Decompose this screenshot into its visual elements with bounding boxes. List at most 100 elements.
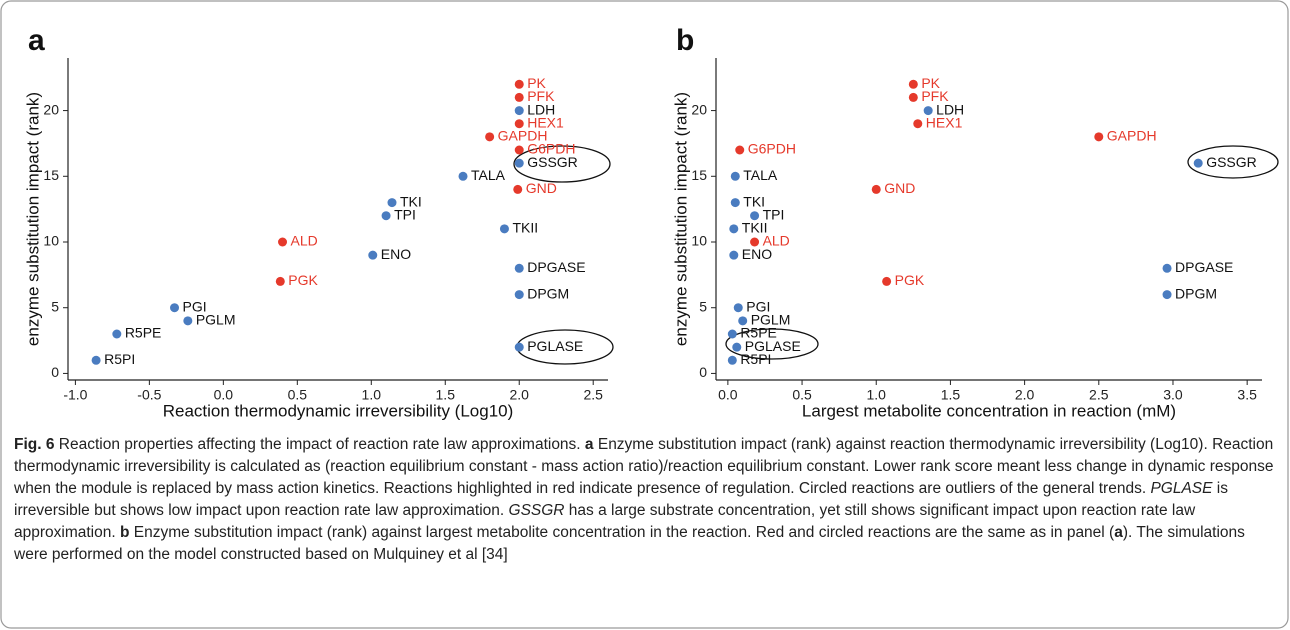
data-point <box>908 92 918 102</box>
data-point <box>499 224 509 234</box>
data-point <box>871 184 881 194</box>
y-tick-label: 15 <box>691 167 707 183</box>
point-label: G6PDH <box>527 141 575 157</box>
point-label: GSSGR <box>527 154 578 170</box>
x-tick-label: 1.5 <box>436 387 456 403</box>
outlier-circle <box>513 145 611 183</box>
data-point <box>1162 290 1172 300</box>
x-tick-label: 1.5 <box>941 387 961 403</box>
caption-text: has a large substrate concentration, yet… <box>14 502 1196 541</box>
data-point <box>514 342 524 352</box>
point-label: PGLM <box>751 312 791 328</box>
data-point <box>514 119 524 129</box>
data-point <box>738 316 748 326</box>
x-tick-label: 1.0 <box>362 387 382 403</box>
point-label: LDH <box>527 101 555 117</box>
caption-text: PGLASE <box>1150 480 1213 497</box>
point-label: TALA <box>471 167 506 183</box>
caption-text: a <box>1114 524 1123 541</box>
y-tick-label: 10 <box>691 233 707 249</box>
data-point <box>750 211 760 221</box>
x-tick-label: 3.0 <box>1163 387 1183 403</box>
point-label: R5PE <box>125 325 162 341</box>
outlier-circle <box>1187 145 1279 179</box>
y-tick-label: 20 <box>43 101 59 117</box>
y-tick-label: 15 <box>43 167 59 183</box>
point-label: GAPDH <box>1107 128 1157 144</box>
point-label: DPGASE <box>527 259 585 275</box>
panel-label: b <box>676 24 694 57</box>
data-point <box>727 329 737 339</box>
point-label: G6PDH <box>748 141 796 157</box>
caption-text: b <box>119 524 130 541</box>
x-tick-label: 2.0 <box>1015 387 1035 403</box>
point-label: GND <box>884 180 915 196</box>
x-tick-label: 1.0 <box>867 387 887 403</box>
data-point <box>514 145 524 155</box>
x-tick-label: -1.0 <box>63 387 87 403</box>
point-label: HEX1 <box>527 114 564 130</box>
x-tick-label: 0.0 <box>718 387 738 403</box>
point-label: TALA <box>743 167 778 183</box>
data-point <box>513 184 523 194</box>
x-tick-label: 0.5 <box>288 387 308 403</box>
data-point <box>458 171 468 181</box>
point-label: PK <box>527 75 546 91</box>
point-label: TKII <box>742 220 768 236</box>
caption-text: ). The simulations were performed on the… <box>14 524 1245 563</box>
caption-text: a <box>584 436 594 453</box>
point-label: GAPDH <box>498 128 548 144</box>
data-point <box>112 329 122 339</box>
point-label: PK <box>921 75 940 91</box>
data-point <box>729 250 739 260</box>
data-point <box>732 342 742 352</box>
point-label: DPGM <box>1175 285 1217 301</box>
point-label: PGLM <box>196 312 236 328</box>
x-tick-label: 0.5 <box>792 387 812 403</box>
data-point <box>514 106 524 116</box>
point-label: TPI <box>763 206 785 222</box>
data-point <box>514 92 524 102</box>
y-axis-title: enzyme substitution impact (rank) <box>671 92 690 346</box>
data-point <box>733 303 743 313</box>
point-label: TPI <box>394 206 416 222</box>
caption-text: Enzyme substitution impact (rank) agains… <box>129 524 1115 541</box>
data-point <box>514 290 524 300</box>
caption-text: is irreversible but shows low impact upo… <box>14 480 1228 519</box>
data-point <box>275 276 285 286</box>
point-label: PGLASE <box>745 338 801 354</box>
y-tick-label: 0 <box>51 364 59 380</box>
data-point <box>387 198 397 208</box>
data-point <box>514 158 524 168</box>
data-point <box>278 237 288 247</box>
point-label: LDH <box>936 101 964 117</box>
caption-text: GSSGR <box>508 502 565 519</box>
data-point <box>750 237 760 247</box>
point-label: DPGASE <box>1175 259 1233 275</box>
point-label: R5PI <box>740 351 771 367</box>
caption-text: Enzyme substitution impact (rank) agains… <box>14 436 1274 497</box>
y-axis-title: enzyme substitution impact (rank) <box>23 92 42 346</box>
data-point <box>882 276 892 286</box>
data-point <box>514 79 524 89</box>
point-label: PFK <box>921 88 949 104</box>
point-label: HEX1 <box>926 114 963 130</box>
x-tick-label: 2.5 <box>583 387 603 403</box>
point-label: PGI <box>183 298 207 314</box>
data-point <box>183 316 193 326</box>
point-label: TKII <box>512 220 538 236</box>
point-label: PGI <box>746 298 770 314</box>
caption-text: Fig. 6 <box>14 436 55 453</box>
figure-caption: Fig. 6 Reaction properties affecting the… <box>14 434 1276 566</box>
point-label: PGK <box>288 272 318 288</box>
caption-text: Reaction properties affecting the impact… <box>54 436 585 453</box>
point-label: GSSGR <box>1206 154 1257 170</box>
point-label: PGK <box>895 272 925 288</box>
point-label: TKI <box>400 193 422 209</box>
data-point <box>1094 132 1104 142</box>
x-axis-title: Largest metabolite concentration in reac… <box>802 401 1176 420</box>
x-tick-label: 3.5 <box>1237 387 1257 403</box>
